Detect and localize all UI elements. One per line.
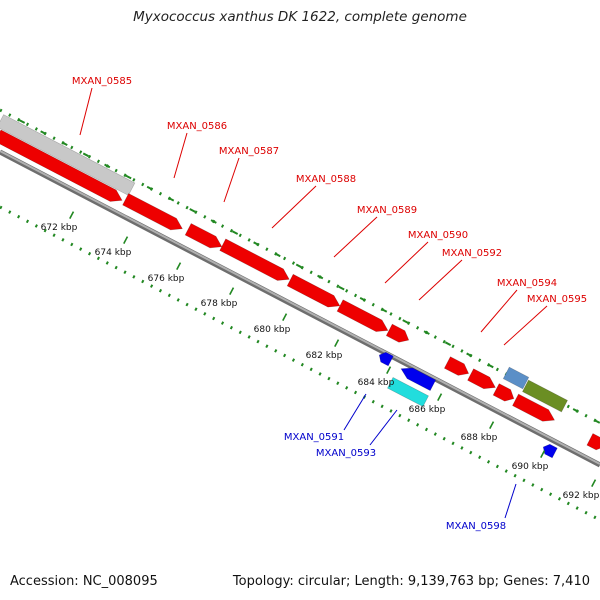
ruler-tick-mark xyxy=(437,393,443,402)
ruler-tick-label: 686 kbp xyxy=(409,405,446,415)
forward-cds xyxy=(219,238,290,281)
forward-cds xyxy=(512,393,556,422)
forward-label-leader xyxy=(333,216,378,258)
forward-gene-label: MXAN_0586 xyxy=(167,121,227,132)
outer-ruler-mark xyxy=(125,174,132,180)
forward-cds xyxy=(286,273,341,308)
forward-label-leader xyxy=(418,259,463,301)
forward-label-leader xyxy=(384,241,429,284)
outer-ruler-mark xyxy=(444,341,452,346)
forward-cds xyxy=(492,383,515,402)
feature-steelblue xyxy=(502,366,530,390)
forward-label-leader xyxy=(271,185,317,229)
map-title: Myxococcus xanthus DK 1622, complete gen… xyxy=(133,9,467,25)
outer-ruler-mark xyxy=(380,308,388,313)
outer-ruler-mark xyxy=(317,274,324,280)
forward-gene-label: MXAN_0588 xyxy=(296,174,356,185)
forward-cds xyxy=(184,223,223,249)
forward-cds xyxy=(336,299,389,332)
ruler-tick-mark xyxy=(229,287,235,296)
forward-label-leader xyxy=(480,289,518,333)
outer-ruler-mark xyxy=(210,219,217,224)
ruler-tick-label: 690 kbp xyxy=(512,462,549,472)
outer-ruler-mark xyxy=(359,296,366,302)
outer-ruler-mark xyxy=(231,230,239,235)
outer-ruler-mark xyxy=(189,208,196,213)
ruler-tick-mark xyxy=(123,236,129,245)
ruler-tick-label: 682 kbp xyxy=(306,351,343,361)
forward-cds xyxy=(122,193,183,231)
outer-ruler-mark xyxy=(295,263,303,269)
feature-cyan xyxy=(387,377,429,407)
ruler-tick-mark xyxy=(386,366,392,375)
outer-ruler-mark xyxy=(104,163,111,169)
ruler-tick-label: 678 kbp xyxy=(201,299,238,309)
ruler-tick-mark xyxy=(489,421,495,430)
reverse-gene-label: MXAN_0598 xyxy=(446,521,506,532)
forward-gene-label: MXAN_0587 xyxy=(219,146,279,157)
outer-ruler-mark xyxy=(572,408,579,413)
genome-backbone-highlight xyxy=(0,150,600,465)
ruler-tick-label: 692 kbp xyxy=(563,491,600,501)
forward-cds xyxy=(385,323,410,343)
ruler-tick-label: 672 kbp xyxy=(41,223,78,233)
outer-ruler-mark xyxy=(274,252,281,258)
forward-cds xyxy=(0,129,123,202)
outer-ruler-mark xyxy=(82,152,90,158)
forward-label-leader xyxy=(79,87,93,136)
accession-text: Accession: NC_008095 xyxy=(10,574,158,589)
forward-cds xyxy=(443,356,470,376)
forward-label-leader xyxy=(223,157,240,203)
outer-ruler-mark xyxy=(18,119,26,124)
reverse-label-leader xyxy=(369,409,398,446)
topology-summary: Topology: circular; Length: 9,139,763 bp… xyxy=(232,574,590,589)
ruler-tick-label: 684 kbp xyxy=(358,378,395,388)
reverse-gene-label: MXAN_0593 xyxy=(316,448,376,459)
reverse-cds xyxy=(400,367,437,392)
outer-ruler-mark xyxy=(466,352,473,358)
ruler-tick-mark xyxy=(591,479,597,488)
ruler-tick-label: 676 kbp xyxy=(148,274,185,284)
ruler-tick-mark xyxy=(334,339,340,348)
forward-gene-label: MXAN_0590 xyxy=(408,230,468,241)
outer-ruler-mark xyxy=(338,285,345,291)
outer-ruler-mark xyxy=(487,363,494,369)
outer-ruler-mark xyxy=(253,241,260,246)
feature-grey xyxy=(0,114,136,196)
forward-gene-label: MXAN_0585 xyxy=(72,76,132,87)
forward-gene-label: MXAN_0595 xyxy=(527,294,587,305)
reverse-label-leader xyxy=(504,483,517,519)
outer-ruler-mark xyxy=(423,330,430,335)
reverse-label-leader xyxy=(343,393,367,431)
ruler-tick-mark xyxy=(69,211,75,220)
inner-ruler-dots xyxy=(0,205,600,522)
outer-ruler-mark xyxy=(402,319,409,324)
ruler-tick-mark xyxy=(176,262,182,271)
outer-ruler-mark xyxy=(167,196,175,202)
outer-ruler-mark xyxy=(40,130,47,135)
forward-cds xyxy=(586,433,600,451)
outer-ruler-mark xyxy=(146,185,153,191)
feature-olive xyxy=(522,379,568,413)
forward-cds xyxy=(467,368,496,390)
forward-label-leader xyxy=(173,132,188,179)
ruler-tick-label: 674 kbp xyxy=(95,248,132,258)
ruler-tick-label: 680 kbp xyxy=(254,325,291,335)
forward-gene-label: MXAN_0594 xyxy=(497,278,557,289)
ruler-tick-mark xyxy=(540,450,546,459)
reverse-gene-label: MXAN_0591 xyxy=(284,432,344,443)
outer-ruler-mark xyxy=(593,419,600,424)
ruler-tick-label: 688 kbp xyxy=(461,433,498,443)
reverse-cds xyxy=(542,443,558,459)
forward-label-leader xyxy=(503,305,548,346)
forward-gene-label: MXAN_0589 xyxy=(357,205,417,216)
ruler-tick-mark xyxy=(282,313,288,322)
forward-gene-label: MXAN_0592 xyxy=(442,248,502,259)
reverse-cds xyxy=(378,351,394,367)
outer-ruler-mark xyxy=(61,141,68,146)
